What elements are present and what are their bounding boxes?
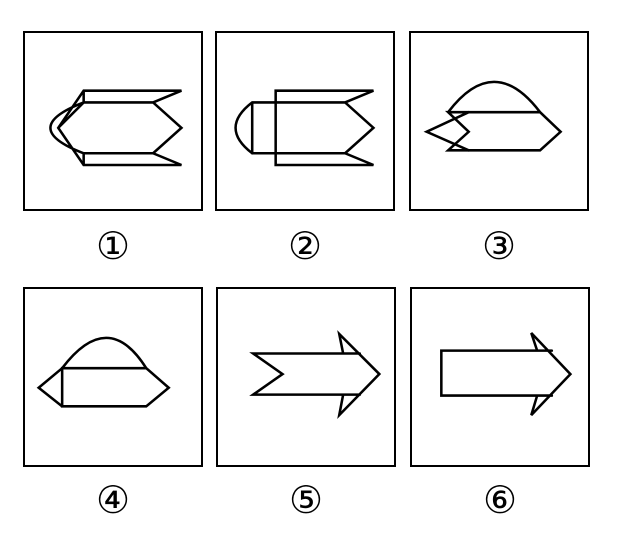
figure-2-drawing <box>234 89 376 167</box>
figure-3-drawing <box>423 80 563 152</box>
figure-panel-4 <box>23 287 203 467</box>
figure-label-6: ⑥ <box>482 478 518 522</box>
figure-5-outline <box>249 330 382 420</box>
figure-panel-5 <box>216 287 396 467</box>
figure-panel-1 <box>23 31 203 211</box>
figure-4-outline <box>36 336 171 408</box>
figure-3-left-notch <box>423 110 470 152</box>
figure-label-3: ③ <box>481 224 517 268</box>
figure-panel-2 <box>215 31 395 211</box>
figure-panel-6 <box>410 287 590 467</box>
figure-6-drawing <box>440 332 573 417</box>
figure-label-2: ② <box>287 224 323 268</box>
figure-2-outline <box>234 89 376 167</box>
figure-panel-3 <box>409 31 589 211</box>
figure-6-outline <box>440 332 573 417</box>
figure-label-1: ① <box>95 224 131 268</box>
figure-1-drawing <box>49 89 184 167</box>
figure-label-4: ④ <box>95 478 131 522</box>
figure-5-drawing <box>249 330 382 420</box>
figure-4-drawing <box>36 336 171 408</box>
figure-1-outline <box>49 89 184 167</box>
figure-label-5: ⑤ <box>288 478 324 522</box>
figure-3-outline <box>444 80 563 152</box>
